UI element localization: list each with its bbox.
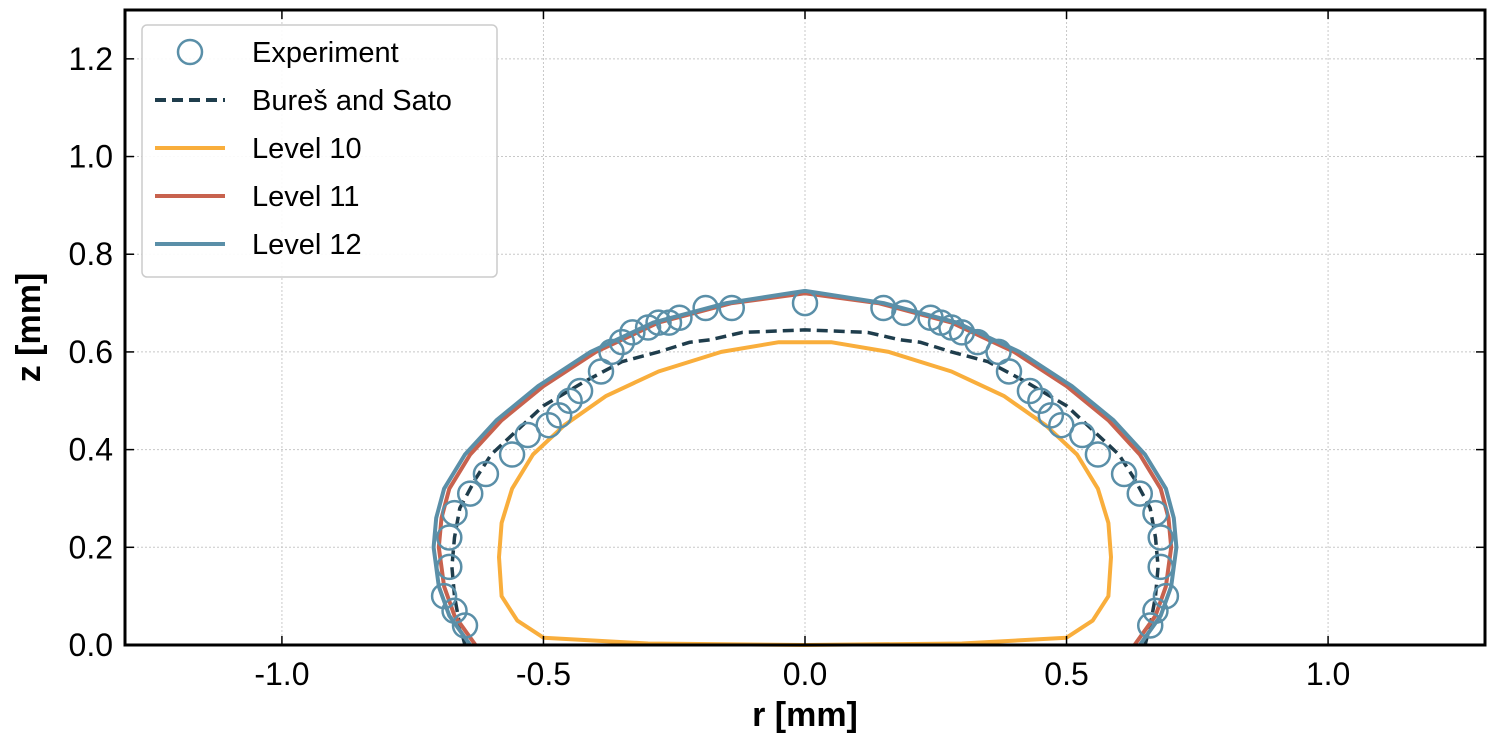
experiment-point [891,299,918,327]
experiment-point [441,499,468,527]
legend-label: Experiment [252,37,399,69]
y-tick-label: 1.0 [69,139,113,175]
experiment-point [430,582,458,610]
experiment-point [1136,612,1164,639]
experiment-point [995,358,1023,385]
experiment-point [666,304,693,331]
experiment-point [1142,597,1169,625]
series-line-level-10 [497,340,1113,647]
series-line-bure-and-sato [450,328,1160,646]
x-tick-label: 0.5 [1044,656,1088,692]
experiment-point [598,338,625,366]
experiment-point [436,553,463,581]
legend: Experiment Bureš and Sato Level 10 Level 11… [141,24,498,278]
x-tick-label: 0.0 [783,656,827,692]
experiment-point [645,309,672,336]
y-tick-label: 0.8 [69,236,113,272]
experiment-point [870,294,897,322]
experiment-point [791,289,819,317]
experiment-point [472,460,500,488]
experiment-point [566,377,594,405]
legend-marker [176,38,204,66]
series-layer [430,288,1180,647]
axis-ticks: -1.0 -0.5 0.0 0.5 1.0 0.0 0.2 0.4 0.6 0.8 1.0 1.2 [69,10,1485,692]
x-tick-label: 1.0 [1306,656,1350,692]
experiment-point [1110,460,1138,488]
y-tick-label: 0.6 [69,334,113,370]
y-axis-label: z [mm] [10,273,48,383]
experiment-point [1147,524,1174,551]
experiment-point [456,480,484,507]
legend-label: Bureš and Sato [252,85,452,117]
experiment-point [498,441,526,468]
experiment-point [948,319,976,346]
experiment-point [1147,553,1174,581]
experiment-point [1016,377,1044,405]
experiment-point [1126,480,1154,507]
experiment-point [718,294,746,322]
experiment-point [1084,441,1112,468]
experiment-point [1142,499,1169,527]
experiment-point [692,294,719,322]
experiment-point [1037,402,1065,429]
y-tick-label: 0.2 [69,529,113,565]
y-tick-label: 0.0 [69,627,113,663]
experiment-point [535,411,562,439]
legend-label: Level 11 [252,181,360,213]
experiment-point [436,524,463,551]
experiment-point [619,319,646,346]
x-axis-label: r [mm] [752,696,858,734]
x-tick-label: -1.0 [254,656,309,692]
experiment-point [556,387,583,415]
experiment-point [608,328,636,356]
y-tick-label: 1.2 [69,41,113,77]
legend-label: Level 10 [252,133,362,165]
x-tick-label: -0.5 [516,656,571,692]
legend-label: Level 12 [252,229,362,261]
y-tick-label: 0.4 [69,432,113,468]
experiment-point [1068,421,1096,449]
legend-box [141,24,498,278]
series-line-level-11 [436,291,1174,647]
